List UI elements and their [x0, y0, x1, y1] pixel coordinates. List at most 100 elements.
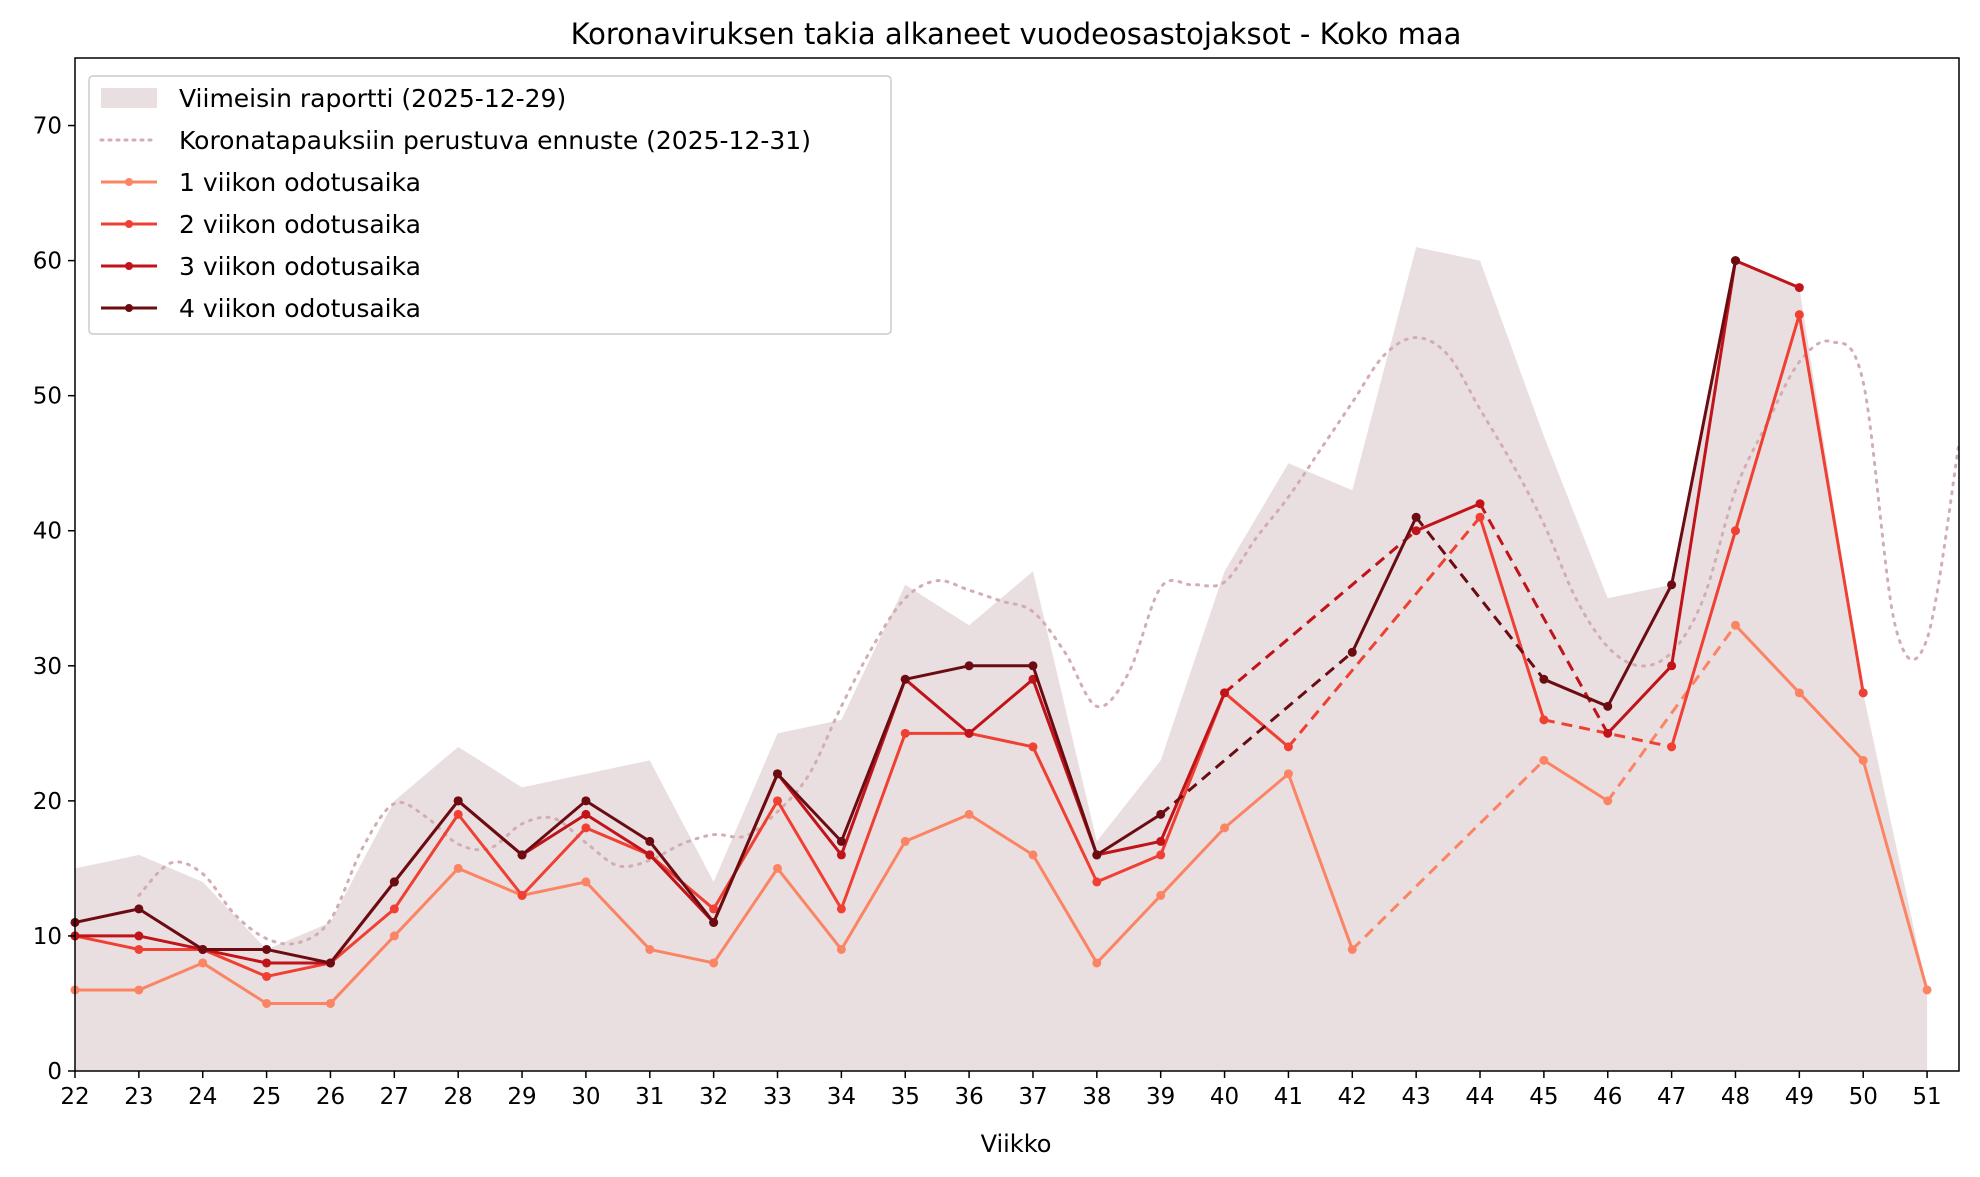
y-tick-label: 60: [33, 249, 62, 275]
series-2-segment: [520, 826, 588, 897]
series-3-point: [262, 958, 272, 968]
series-4-segment: [648, 839, 716, 924]
y-tick-label: 20: [33, 789, 62, 815]
series-1-point: [325, 998, 335, 1008]
series-4-segment: [903, 664, 971, 681]
series-4-point: [262, 944, 272, 954]
series-3-point: [836, 850, 846, 860]
series-4-segment: [520, 799, 588, 857]
series-1-point: [1283, 769, 1293, 779]
series-4-segment: [584, 799, 652, 843]
series-1-point: [1730, 620, 1740, 630]
series-2-point: [1539, 715, 1549, 725]
series-2-point: [453, 809, 463, 819]
series-4-segment: [456, 799, 524, 857]
series-4-point: [1028, 661, 1038, 671]
series-3-point: [134, 931, 144, 941]
series-1-segment: [1733, 623, 1801, 695]
x-tick-label: 32: [699, 1084, 728, 1110]
series-1-point: [198, 958, 208, 968]
series-4-point: [1347, 647, 1357, 657]
series-3-segment: [967, 677, 1035, 735]
series-2-point: [1475, 512, 1485, 522]
series-4-segment: [1606, 583, 1674, 708]
series-2-segment: [1478, 515, 1546, 722]
series-2-segment: [839, 731, 907, 911]
area-layer: [75, 247, 1928, 1072]
x-tick-label: 48: [1721, 1084, 1750, 1110]
series-1-segment: [1861, 758, 1929, 992]
series-3-point: [1603, 728, 1613, 738]
x-tick-label: 49: [1785, 1084, 1814, 1110]
series-4-point: [1156, 809, 1166, 819]
x-tick-label: 28: [444, 1084, 473, 1110]
series-1-segment: [1031, 853, 1099, 965]
legend-label-area: Viimeisin raportti (2025-12-29): [179, 84, 566, 113]
series-1-segment: [712, 866, 780, 965]
x-tick-label: 45: [1529, 1084, 1558, 1110]
series-3-point: [1411, 526, 1421, 536]
series-2-segment: [1223, 691, 1290, 749]
series-1-point: [709, 958, 719, 968]
series-2-segment: [265, 961, 332, 978]
x-tick-label: 24: [188, 1084, 217, 1110]
series-1-gap-segment: [1606, 624, 1737, 802]
x-tick-label: 31: [635, 1084, 664, 1110]
series-4-segment: [839, 677, 907, 843]
series-2-point: [1667, 742, 1677, 752]
series-4-segment: [1542, 677, 1610, 708]
forecast-layer: [137, 336, 1961, 946]
legend-swatch-area: [101, 88, 157, 108]
series-4-segment: [137, 907, 205, 951]
series-1-point: [1028, 850, 1038, 860]
series-2-segment: [328, 907, 396, 965]
legend-label-forecast: Koronatapauksiin perustuva ennuste (2025…: [179, 126, 811, 155]
series-1-segment: [967, 812, 1035, 857]
series-1-segment: [328, 934, 396, 1005]
series-4-point: [389, 877, 399, 887]
series-4-segment: [1350, 515, 1418, 654]
series-1-point: [262, 998, 272, 1008]
legend-frame: [88, 75, 892, 335]
x-tick-label: 42: [1338, 1084, 1367, 1110]
series-2-point: [1730, 526, 1740, 536]
series-1-segment: [839, 839, 907, 951]
series-4-segment: [1031, 664, 1099, 857]
series-2-segment: [392, 812, 460, 911]
series-2-segment: [1797, 313, 1865, 695]
y-tick-label: 10: [33, 924, 62, 950]
series-4-point: [773, 769, 783, 779]
x-tick-label: 39: [1146, 1084, 1175, 1110]
x-tick-label: 30: [571, 1084, 600, 1110]
series-4: [70, 256, 1740, 968]
series-1-segment: [1286, 772, 1354, 951]
series-3-point: [1475, 499, 1485, 509]
series-2-point: [1858, 688, 1868, 698]
x-axis-label: Viikko: [981, 1130, 1052, 1158]
series-1-segment: [201, 961, 269, 1005]
series-1-segment: [520, 880, 588, 897]
series-4-point: [581, 796, 591, 806]
series-3-point: [581, 809, 591, 819]
series-4-point: [1411, 512, 1421, 522]
series-3-segment: [137, 934, 205, 951]
legend: Viimeisin raportti (2025-12-29) Koronata…: [88, 75, 892, 335]
series-3-segment: [1095, 839, 1163, 857]
forecast-line: [137, 336, 1961, 946]
series-4-point: [1730, 256, 1740, 266]
series-2-point: [836, 904, 846, 914]
y-tick-label: 0: [47, 1059, 62, 1085]
series-2-point: [262, 971, 272, 981]
series-1-point: [1603, 796, 1613, 806]
series-1-point: [453, 863, 463, 873]
series-1-segment: [1095, 893, 1163, 965]
series-2-segment: [712, 799, 780, 911]
series-4-point: [1092, 850, 1102, 860]
series-4-segment: [73, 907, 141, 924]
x-tick-label: 41: [1274, 1084, 1303, 1110]
series-3-point: [645, 850, 655, 860]
y-tick-label: 70: [33, 114, 62, 140]
x-tick-label: 27: [380, 1084, 409, 1110]
legend-label-series-2: 2 viikon odotusaika: [179, 210, 421, 239]
